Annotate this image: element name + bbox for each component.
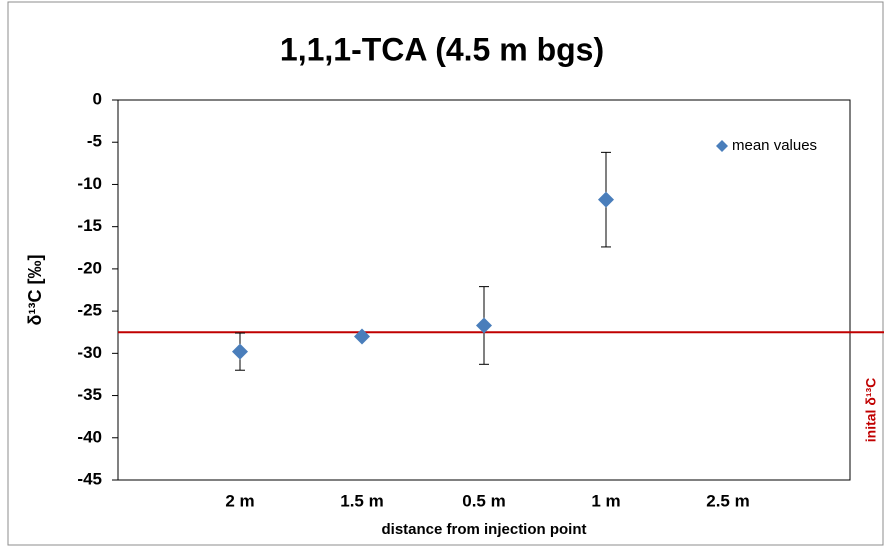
y-tick-label: -45 [77,469,102,488]
legend-label: mean values [732,137,817,154]
x-tick-label: 2 m [225,491,254,510]
y-tick-label: -25 [77,301,102,320]
y-tick-label: -20 [77,258,102,277]
x-tick-label: 1 m [591,491,620,510]
marker [232,343,248,360]
chart-title: 1,1,1-TCA (4.5 m bgs) [280,31,604,67]
x-tick-label: 0.5 m [462,491,505,510]
y-tick-label: 0 [93,89,102,108]
marker [354,328,370,345]
x-axis-label: distance from injection point [381,521,586,538]
reference-label: inital δ¹³C [863,378,879,442]
marker [476,317,492,334]
y-tick-label: -30 [77,343,102,362]
legend-marker [716,140,728,152]
x-tick-label: 1.5 m [340,491,383,510]
plot-area [117,99,851,481]
y-tick-label: -35 [77,385,102,404]
marker [598,191,614,208]
y-axis-label: δ¹³C [‰] [25,255,45,326]
y-tick-label: -5 [87,132,102,151]
x-tick-label: 2.5 m [706,491,749,510]
chart-frame [7,1,884,546]
y-tick-label: -15 [77,216,102,235]
y-tick-label: -10 [77,174,102,193]
y-tick-label: -40 [77,427,102,446]
